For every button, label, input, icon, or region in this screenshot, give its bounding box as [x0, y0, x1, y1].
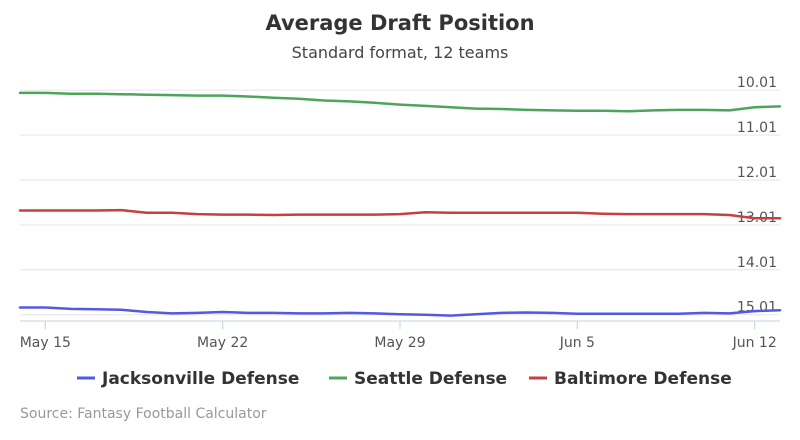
y-tick-label: 10.01	[737, 75, 777, 91]
legend-item[interactable]: Baltimore Defense	[529, 369, 732, 389]
x-axis: May 15 May 22 May 29 Jun 5 Jun 12	[20, 320, 780, 351]
chart-credit[interactable]: Source: Fantasy Football Calculator	[20, 406, 267, 422]
legend-item[interactable]: Seattle Defense	[329, 369, 507, 389]
series-lines	[18, 91, 782, 317]
legend-label: Seattle Defense	[354, 369, 507, 389]
legend: Jacksonville Defense Seattle Defense Balti…	[77, 369, 732, 389]
x-tick-label: May 15	[20, 335, 71, 351]
series-line-3[interactable]	[18, 208, 782, 220]
chart-subtitle: Standard format, 12 teams	[292, 43, 509, 62]
series-line-2[interactable]	[18, 91, 782, 113]
legend-label: Jacksonville Defense	[101, 369, 299, 389]
y-tick-label: 12.01	[737, 165, 777, 181]
x-tick-label: May 22	[197, 335, 248, 351]
x-tick-label: Jun 12	[732, 335, 777, 351]
y-tick-label: 14.01	[737, 255, 777, 271]
x-tick-label: May 29	[374, 335, 425, 351]
legend-item[interactable]: Jacksonville Defense	[77, 369, 299, 389]
chart-title: Average Draft Position	[265, 11, 534, 35]
x-tick-label: Jun 5	[559, 335, 595, 351]
y-tick-label: 11.01	[737, 120, 777, 136]
legend-label: Baltimore Defense	[554, 369, 732, 389]
gridlines	[20, 89, 780, 316]
series-line-1[interactable]	[18, 306, 782, 317]
